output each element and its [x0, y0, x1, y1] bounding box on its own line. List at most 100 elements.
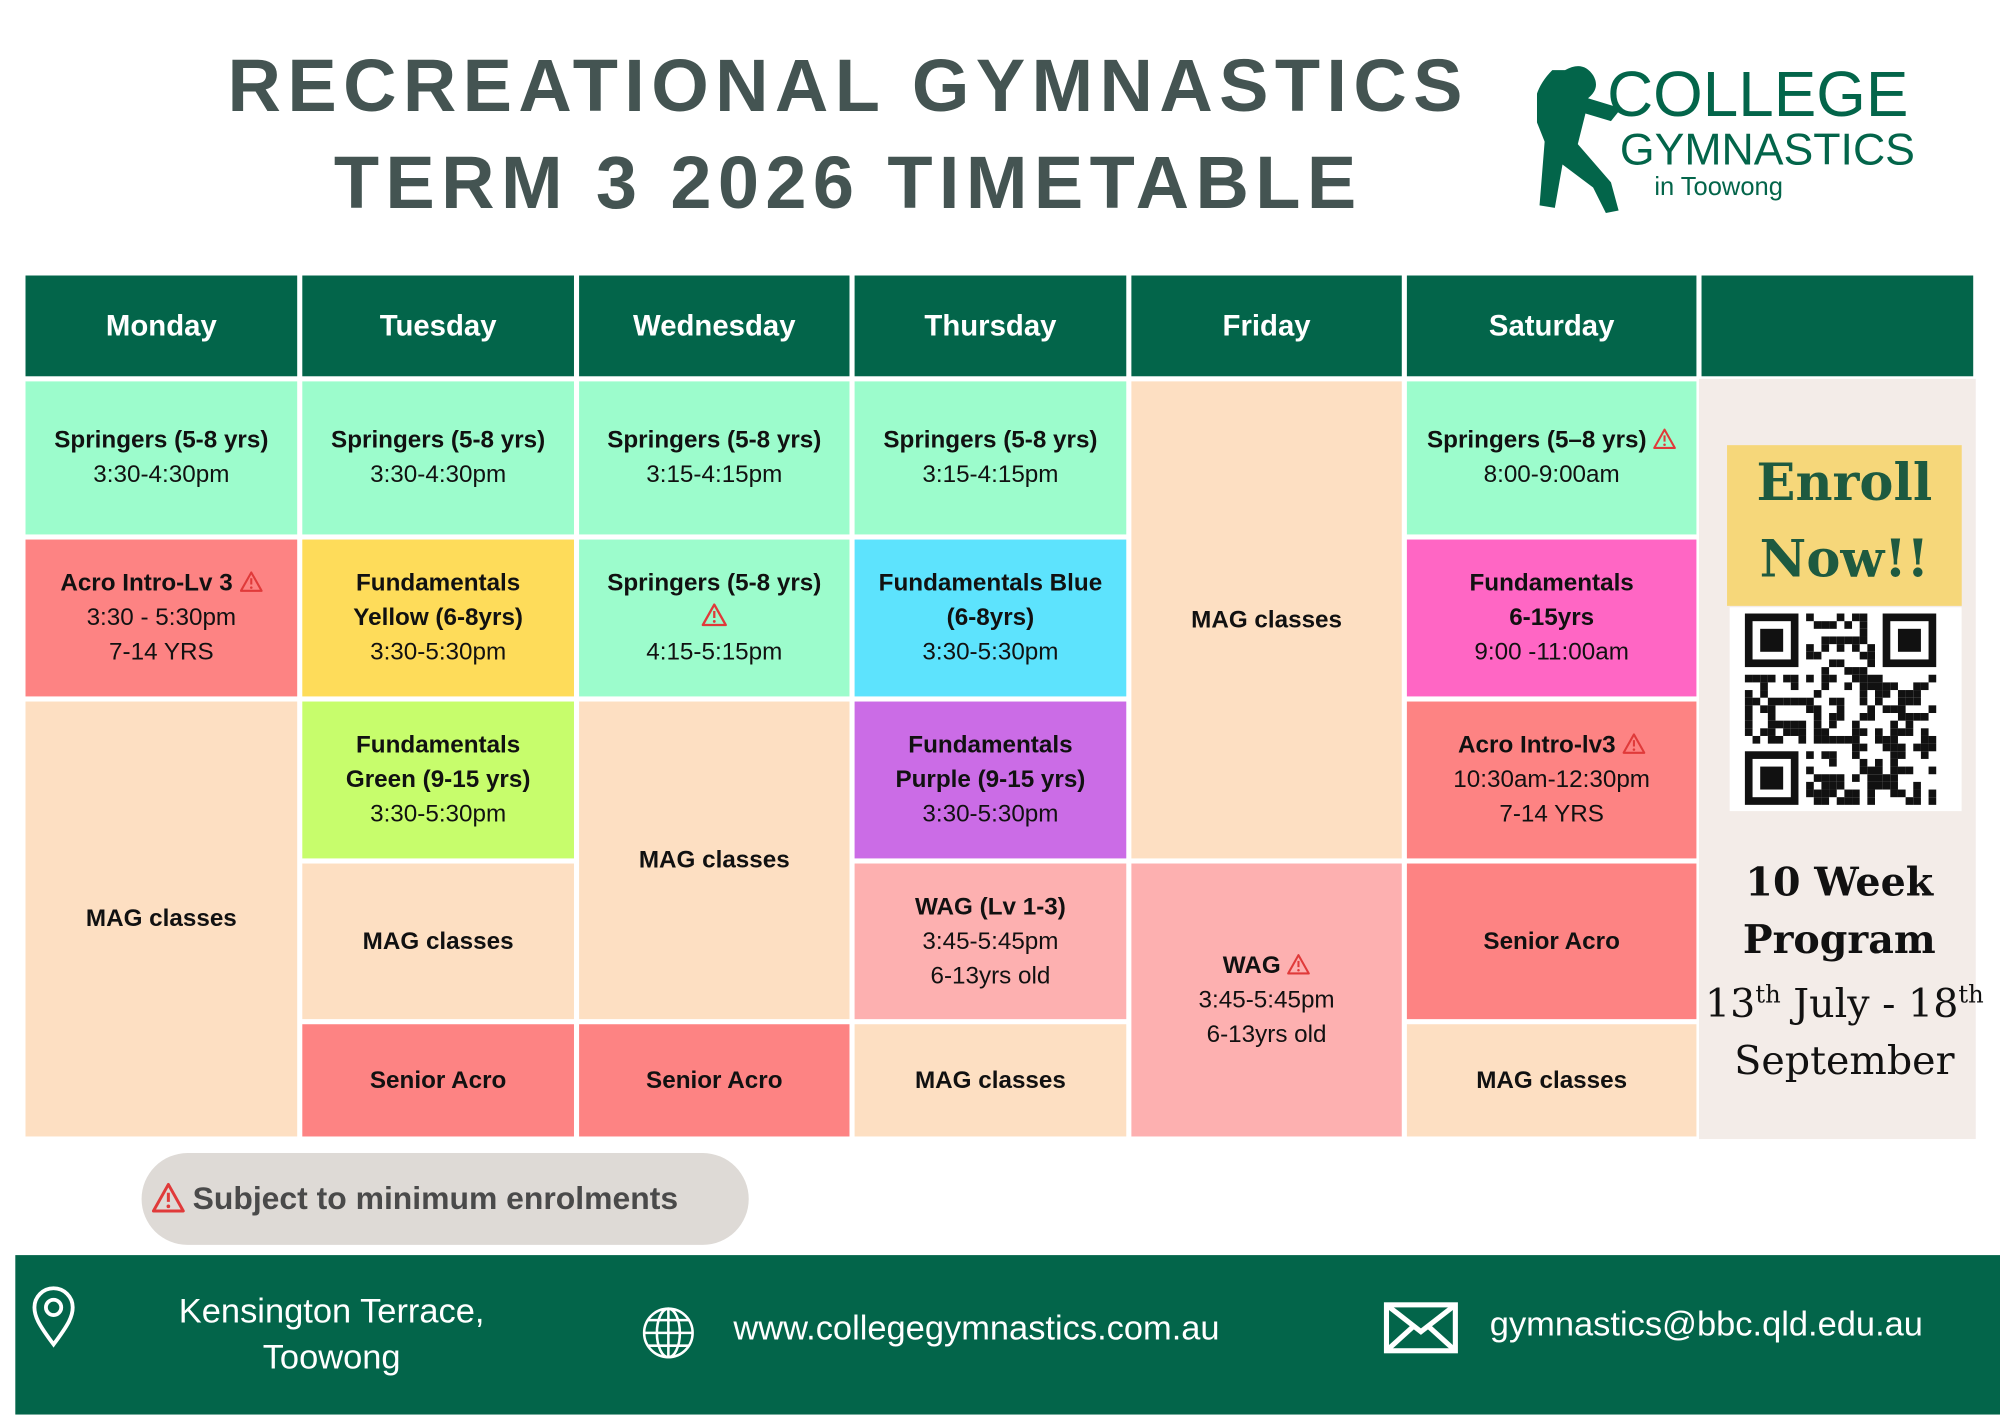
qr-module	[1829, 713, 1837, 721]
qr-module	[1821, 728, 1830, 736]
cell-text: Purple (9-15 yrs)	[895, 766, 1086, 794]
qr-module	[1806, 613, 1814, 622]
timetable: Monday Springers (5-8 yrs) 3:30-4:30pm Acro…	[25, 275, 1974, 1137]
qr-module	[1913, 781, 1921, 790]
qr-module	[1882, 743, 1891, 752]
qr-module	[1905, 766, 1914, 775]
dates-text: th	[1958, 980, 1984, 1009]
day-header: Wednesday	[579, 275, 850, 377]
qr-module	[1844, 789, 1853, 798]
cell-text: 7-14 YRS	[1499, 801, 1604, 828]
cell-line: Springers (5-8 yrs)	[607, 423, 821, 457]
cell-text: Green (9-15 yrs)	[345, 766, 531, 794]
qr-module	[1859, 636, 1868, 645]
qr-module	[1897, 697, 1906, 706]
qr-module	[1852, 720, 1860, 729]
cell-line: 3:45-5:45pm	[922, 924, 1058, 958]
qr-module	[1897, 705, 1906, 714]
qr-module	[1852, 667, 1860, 675]
cell-text: Springers (5-8 yrs)	[607, 570, 822, 597]
qr-module	[1890, 720, 1898, 729]
qr-module	[1836, 781, 1845, 790]
qr-module	[1806, 751, 1814, 759]
qr-module	[1760, 682, 1768, 691]
qr-module	[1744, 690, 1753, 698]
qr-module	[1836, 797, 1845, 805]
qr-module	[1806, 651, 1814, 660]
qr-module	[1844, 735, 1853, 744]
cell-text: (6-8yrs)	[946, 604, 1035, 632]
logo-text: GYMNASTICS	[1620, 126, 1915, 175]
qr-module	[1874, 766, 1883, 775]
enroll-text: Enroll	[1756, 452, 1933, 513]
qr-module	[1882, 690, 1891, 698]
qr-module	[1790, 697, 1799, 706]
qr-module	[1859, 766, 1868, 775]
qr-module	[1852, 751, 1860, 759]
cell-line: 7-14 YRS	[1499, 797, 1604, 831]
qr-module	[1775, 735, 1784, 744]
qr-module	[1882, 774, 1891, 782]
qr-module	[1836, 735, 1845, 744]
qr-module	[1836, 697, 1845, 706]
qr-module	[1874, 674, 1883, 683]
cell-text: MAG classes	[362, 927, 514, 955]
qr-module	[1867, 713, 1875, 721]
qr-module	[1790, 720, 1799, 729]
cell-text: 3:30-5:30pm	[370, 801, 507, 828]
qr-module	[1829, 781, 1837, 790]
cell-text: Springers (5-8 yrs)	[883, 427, 1098, 455]
qr-module	[1897, 766, 1906, 775]
cell-text: MAG classes	[638, 846, 790, 874]
qr-module	[1821, 774, 1830, 782]
qr-module	[1859, 628, 1868, 637]
qr-module	[1913, 697, 1921, 706]
cell-text: 6-15yrs	[1509, 604, 1595, 632]
qr-module	[1752, 735, 1761, 744]
qr-module	[1821, 682, 1830, 691]
qr-module	[1760, 705, 1768, 714]
logo-figure	[1536, 66, 1622, 214]
warning-glyph	[1287, 953, 1311, 974]
qr-module	[1874, 758, 1883, 767]
warning-line	[701, 601, 728, 635]
qr-module	[1920, 713, 1929, 721]
cell-line: Fundamentals	[908, 728, 1072, 762]
qr-module	[1920, 743, 1929, 752]
qr-module	[1905, 797, 1914, 805]
qr-module	[1813, 651, 1822, 660]
cell-line: 7-14 YRS	[109, 635, 214, 669]
qr-module	[1897, 751, 1906, 759]
qr-module	[1890, 766, 1898, 775]
cell-line: Acro Intro-Lv 3	[60, 566, 263, 600]
qr-module	[1790, 674, 1799, 683]
cell-line: Fundamentals	[356, 566, 520, 600]
qr-module	[1798, 735, 1807, 744]
qr-module	[1767, 735, 1776, 744]
note-text: Subject to minimum enrolments	[192, 1180, 679, 1217]
class-cell: Senior Acro	[579, 1024, 850, 1137]
qr-module	[1897, 743, 1906, 752]
qr-module	[1905, 697, 1914, 706]
class-cell: Senior Acro	[302, 1024, 574, 1137]
qr-module	[1806, 705, 1814, 714]
cell-text: Senior Acro	[369, 1066, 507, 1094]
cell-text: Fundamentals	[1469, 570, 1634, 597]
qr-module	[1836, 774, 1845, 782]
cell-line: Springers (5-8 yrs)	[883, 423, 1097, 457]
qr-module	[1859, 667, 1868, 675]
qr-module	[1783, 720, 1791, 729]
title-line: RECREATIONAL GYMNASTICS	[227, 44, 1469, 128]
cell-text: Springers (5-8 yrs)	[607, 427, 822, 455]
qr-module	[1867, 766, 1875, 775]
qr-module	[1928, 789, 1937, 798]
cell-line: 3:30-5:30pm	[922, 635, 1058, 669]
cell-line: 6-13yrs old	[1207, 1017, 1327, 1051]
qr-module	[1913, 789, 1921, 798]
qr-module	[1760, 690, 1768, 698]
cell-line: 9:00 -11:00am	[1474, 635, 1628, 669]
qr-module	[1836, 613, 1845, 622]
address-line: Kensington Terrace,	[178, 1292, 485, 1331]
enroll-box: Enroll Now!!	[1727, 445, 1962, 606]
